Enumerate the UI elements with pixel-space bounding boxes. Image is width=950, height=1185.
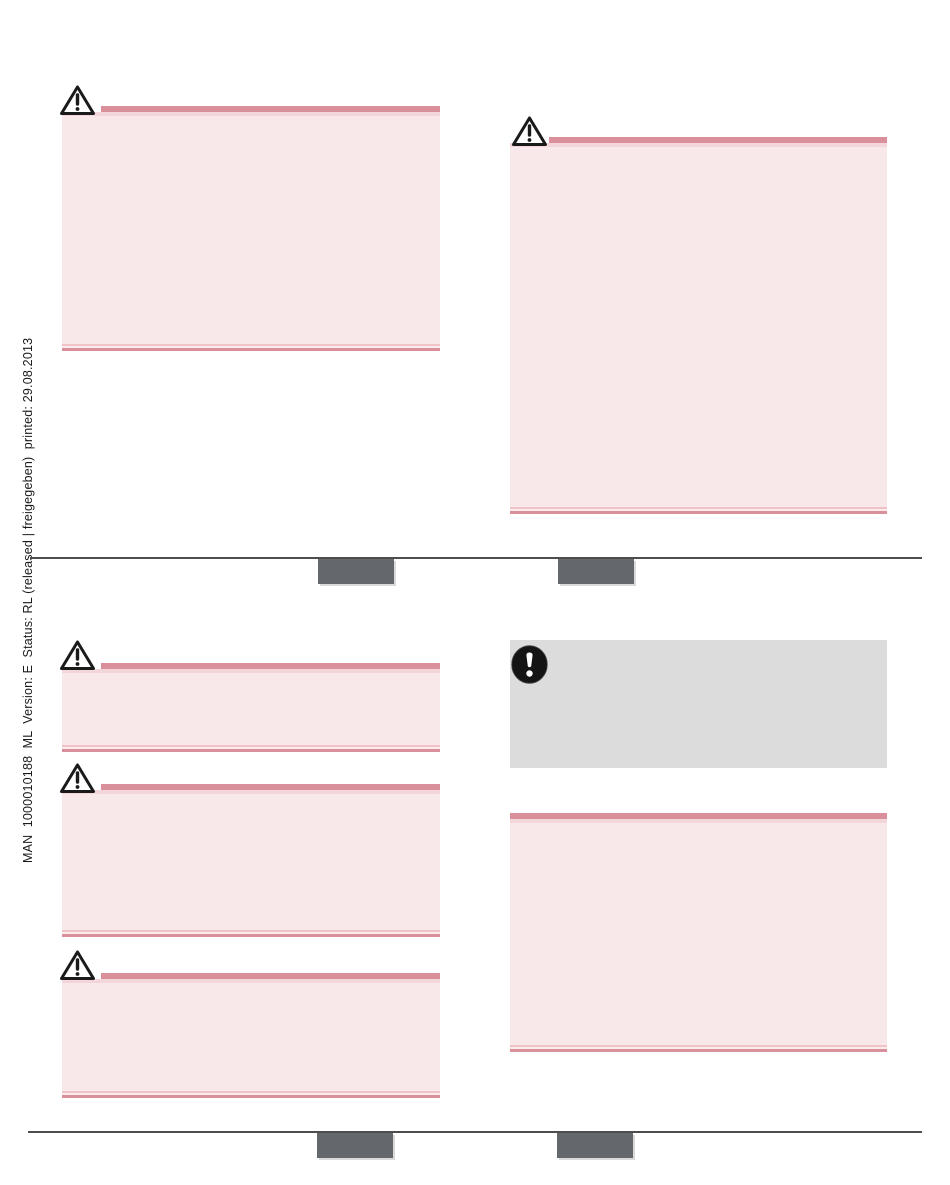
warning-body [510,147,887,507]
exclamation-circle-icon [511,645,548,684]
warning-box-lower-left-1 [60,640,440,752]
document-status-edge-text: MAN 1000010188 ML Version: E Status: RL … [21,337,35,863]
warning-bottom-rule [510,1045,887,1047]
warning-accent-strip [510,143,887,147]
notice-box [510,640,887,768]
warning-accent-strip [62,112,440,116]
warning-box-lower-left-2 [60,763,440,937]
warning-box-top-right [510,116,887,514]
warning-triangle-icon [59,84,96,117]
warning-bottom-rule [62,745,440,747]
warning-body [62,983,440,1091]
warning-triangle-icon [59,762,96,795]
redacted-footer-label [318,559,394,584]
warning-title-bar [549,137,887,143]
warning-triangle-icon [59,949,96,982]
warning-bottom-rule [62,344,440,346]
warning-box-bottom-right [510,813,887,1052]
warning-triangle-icon [511,115,548,148]
warning-body [62,116,440,344]
warning-title-bar [101,106,440,112]
warning-accent-strip [62,790,440,794]
redacted-footer-label [557,1133,633,1158]
warning-body [510,823,887,1045]
footer-rule [30,557,922,559]
warning-bottom-rule [510,507,887,509]
warning-title-bar [101,663,440,669]
warning-accent-strip [510,819,887,823]
warning-accent-strip [62,669,440,673]
footer-rule [28,1131,922,1133]
warning-accent-strip [62,979,440,983]
warning-title-bar [510,813,887,819]
warning-title-bar [101,973,440,979]
redacted-footer-label [317,1133,393,1158]
warning-bottom-rule [62,930,440,932]
warning-triangle-icon [59,639,96,672]
warning-box-lower-left-3 [60,950,440,1098]
warning-body [62,794,440,930]
warning-body [62,673,440,745]
redacted-footer-label [558,559,634,584]
warning-box-top-left [60,85,440,351]
warning-bottom-rule [62,1091,440,1093]
warning-title-bar [101,784,440,790]
